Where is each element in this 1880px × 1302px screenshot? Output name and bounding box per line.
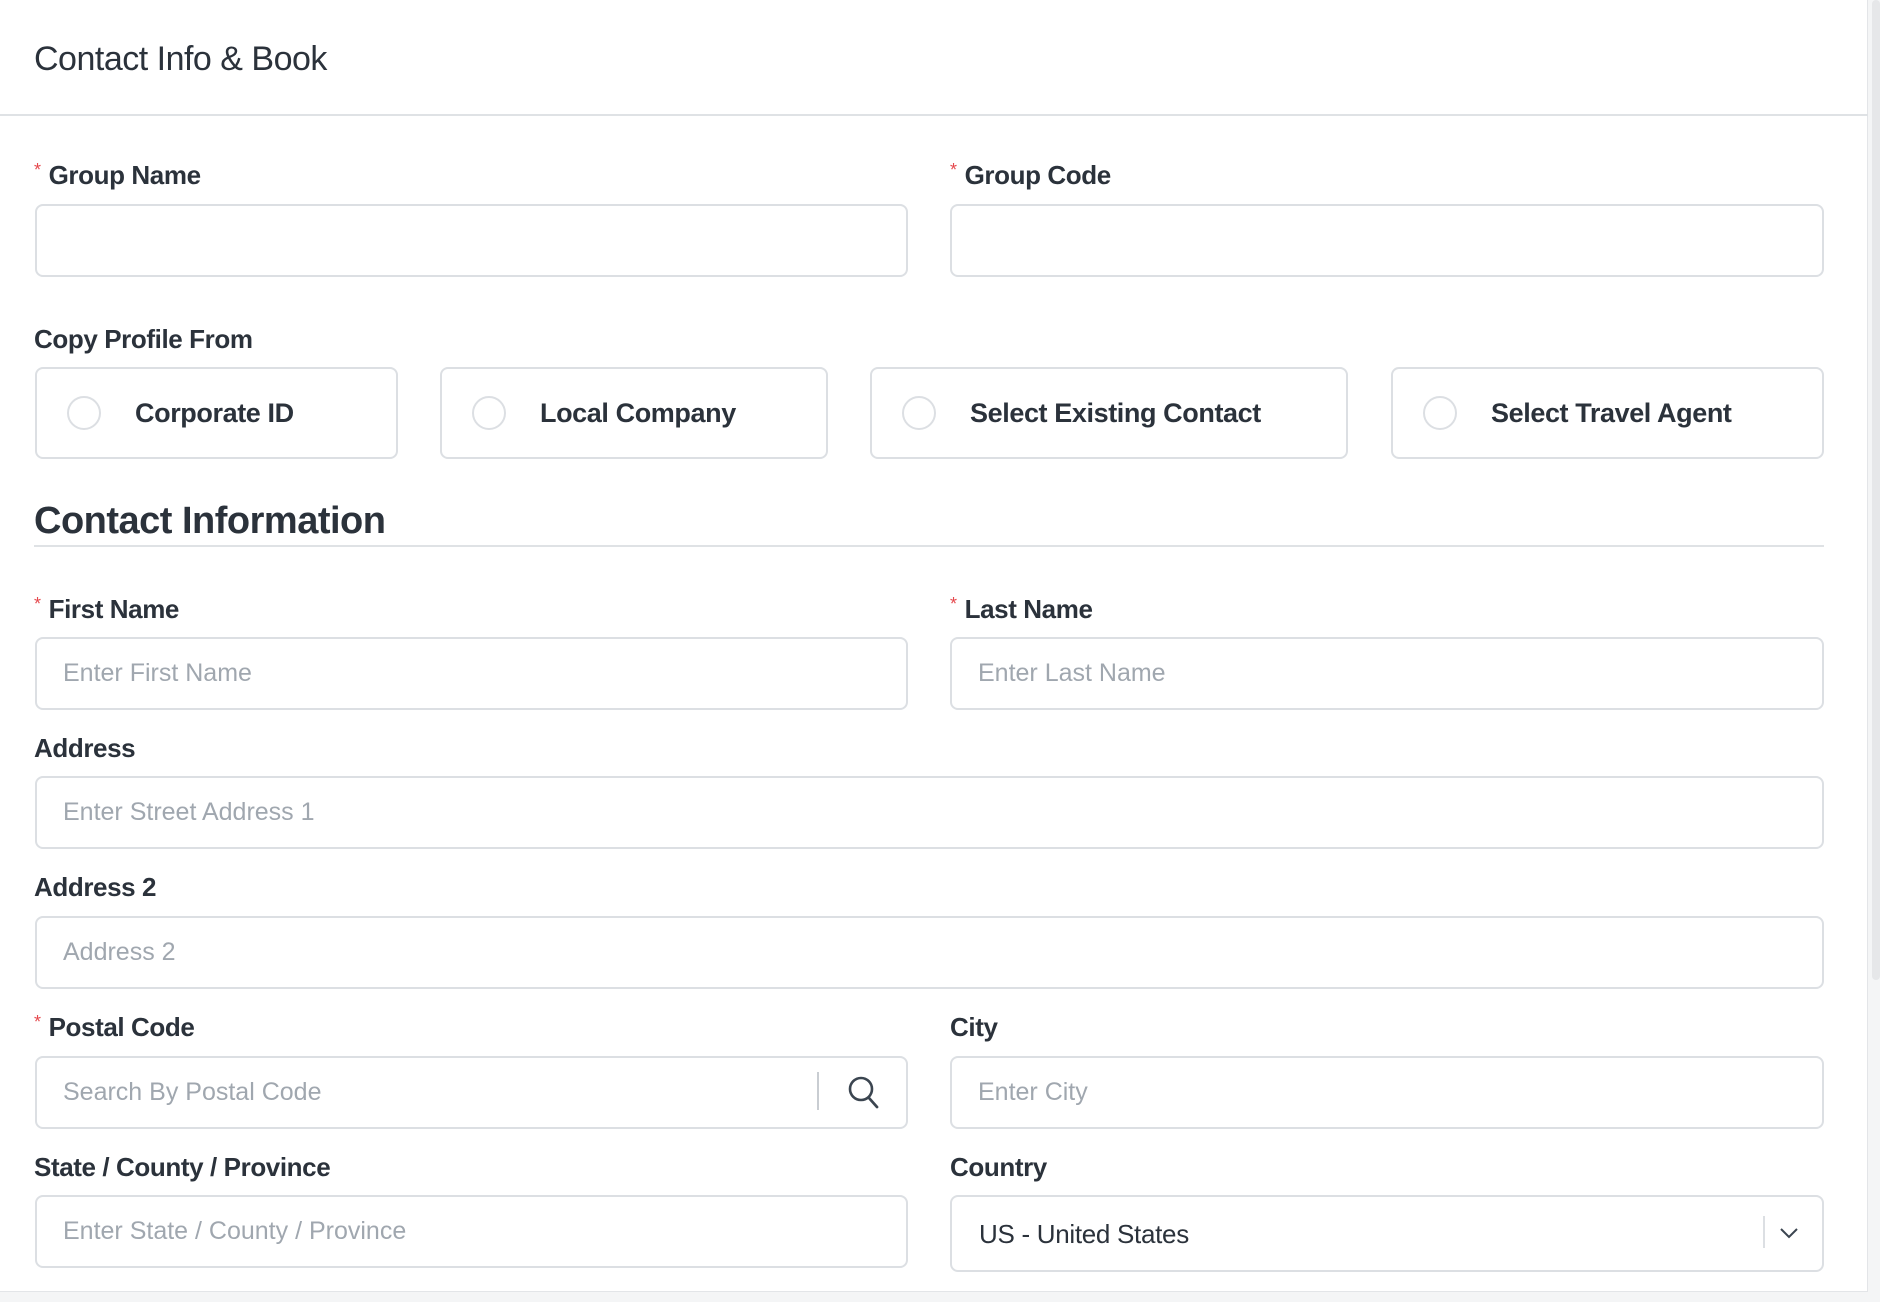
page-title: Contact Info & Book [34, 40, 327, 78]
group-code-input[interactable] [950, 204, 1824, 277]
radio-circle-icon[interactable] [472, 396, 506, 430]
search-icon[interactable] [840, 1070, 886, 1114]
radio-local-company[interactable]: Local Company [440, 367, 828, 459]
postal-code-label: * Postal Code [34, 1012, 195, 1043]
required-marker: * [34, 1012, 41, 1032]
radio-label: Select Existing Contact [970, 397, 1261, 428]
postal-code-input[interactable] [35, 1056, 908, 1129]
country-selected-value: US - United States [979, 1219, 1189, 1249]
card-header: Contact Info & Book [0, 0, 1868, 116]
section-title: Contact Information [34, 500, 386, 542]
first-name-label: * First Name [34, 594, 179, 625]
label-text: Group Code [964, 160, 1112, 190]
select-divider [1763, 1216, 1765, 1248]
radio-circle-icon[interactable] [902, 396, 936, 430]
address2-label: Address 2 [34, 872, 157, 902]
scrollbar[interactable] [1872, 0, 1880, 980]
chevron-down-icon[interactable] [1774, 1218, 1804, 1248]
last-name-input[interactable] [950, 637, 1824, 710]
copy-profile-label: Copy Profile From [34, 324, 253, 354]
radio-label: Select Travel Agent [1491, 397, 1732, 428]
required-marker: * [34, 594, 41, 614]
radio-corporate-id[interactable]: Corporate ID [35, 367, 398, 459]
country-select[interactable] [950, 1195, 1824, 1272]
city-input[interactable] [950, 1056, 1824, 1129]
first-name-input[interactable] [35, 637, 908, 710]
required-marker: * [950, 160, 957, 180]
label-text: Postal Code [48, 1012, 195, 1042]
group-name-input[interactable] [35, 204, 908, 277]
radio-select-existing-contact[interactable]: Select Existing Contact [870, 367, 1348, 459]
radio-label: Corporate ID [135, 397, 294, 428]
label-text: Last Name [964, 594, 1093, 624]
radio-circle-icon[interactable] [1423, 396, 1457, 430]
label-text: Group Name [48, 160, 201, 190]
required-marker: * [34, 160, 41, 180]
state-input[interactable] [35, 1195, 908, 1268]
radio-select-travel-agent[interactable]: Select Travel Agent [1391, 367, 1824, 459]
required-marker: * [950, 594, 957, 614]
group-name-label: * Group Name [34, 160, 201, 191]
radio-label: Local Company [540, 397, 736, 428]
radio-circle-icon[interactable] [67, 396, 101, 430]
input-divider [817, 1072, 819, 1110]
group-code-label: * Group Code [950, 160, 1111, 191]
address2-input[interactable] [35, 916, 1824, 989]
address-label: Address [34, 733, 136, 763]
state-label: State / County / Province [34, 1152, 331, 1182]
last-name-label: * Last Name [950, 594, 1093, 625]
section-divider [34, 545, 1824, 547]
city-label: City [950, 1012, 998, 1042]
label-text: First Name [48, 594, 180, 624]
address-input[interactable] [35, 776, 1824, 849]
country-label: Country [950, 1152, 1047, 1182]
